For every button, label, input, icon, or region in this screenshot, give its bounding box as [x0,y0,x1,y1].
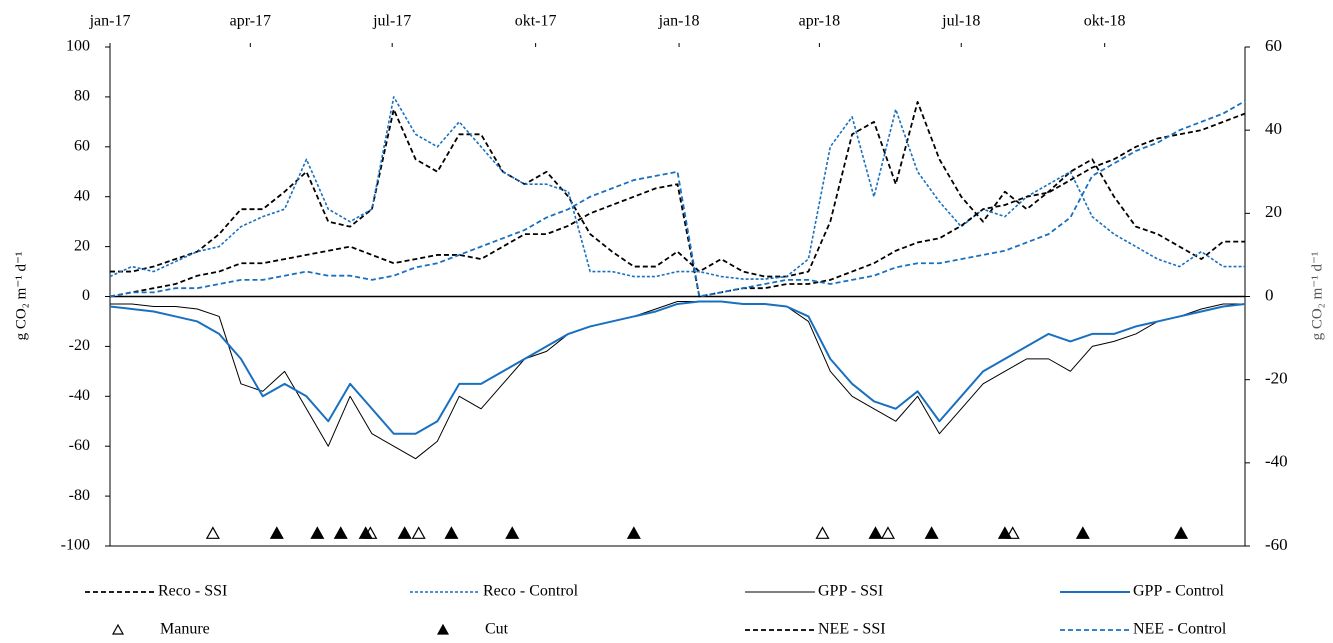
legend-label: Reco - Control [483,583,579,600]
y-axis-label: g CO₂ m⁻¹ d⁻¹ [13,252,29,341]
event-marker [310,526,325,539]
series-line [109,100,1246,298]
y2-tick-label: -60 [1265,535,1288,554]
legend-label: Reco - SSI [158,583,227,600]
y-tick-label: 40 [74,187,90,204]
event-marker [444,526,459,539]
series-line [109,112,1246,298]
y2-tick-label: 0 [1265,285,1274,304]
y2-tick-label: 40 [1265,119,1282,138]
event-marker [868,526,883,539]
event-marker [411,526,426,539]
series-line [110,100,1245,278]
y-tick-label: 20 [74,237,90,254]
event-marker [205,526,220,539]
y2-tick-label: 60 [1265,36,1282,55]
y2-axis-label: g CO₂ m⁻¹ d⁻¹ [1309,252,1325,341]
legend-marker [436,623,450,635]
y-tick-label: -100 [61,537,90,554]
y-tick-label: 100 [66,38,90,55]
event-marker [358,526,373,539]
x-tick-label: jan-18 [658,13,700,30]
event-marker [997,526,1012,539]
event-marker [1075,526,1090,539]
y-tick-label: -80 [69,487,90,504]
legend-label: Cut [485,621,509,638]
y-tick-label: 60 [74,137,90,154]
y2-tick-label: -40 [1265,452,1288,471]
event-marker [924,526,939,539]
x-tick-label: okt-18 [1084,13,1126,30]
y-tick-label: 0 [82,287,90,304]
x-tick-label: jul-18 [941,13,980,30]
y-tick-label: -40 [69,387,90,404]
series-line [109,96,1245,280]
event-marker [397,526,412,539]
series-line [109,300,1246,435]
y2-tick-label: 20 [1265,202,1282,221]
x-tick-label: jul-17 [372,13,411,30]
event-marker [1174,526,1189,539]
legend-marker [111,623,125,635]
legend-label: NEE - Control [1133,621,1227,638]
x-tick-label: okt-17 [515,13,557,30]
x-tick-label: jan-17 [89,13,131,30]
y2-tick-label: -20 [1265,369,1288,388]
legend-label: GPP - SSI [818,583,883,600]
x-tick-label: apr-18 [799,13,840,30]
legend-label: NEE - SSI [818,621,886,638]
y-tick-label: -20 [69,337,90,354]
legend-label: Manure [160,621,210,638]
event-marker [269,526,284,539]
y-tick-label: -60 [69,437,90,454]
event-marker [815,526,830,539]
event-marker [333,526,348,539]
event-marker [880,526,895,539]
series-line [110,300,1245,460]
event-marker [505,526,520,539]
y-tick-label: 80 [74,88,90,105]
legend-label: GPP - Control [1133,583,1225,600]
x-tick-label: apr-17 [230,13,271,30]
event-marker [626,526,641,539]
